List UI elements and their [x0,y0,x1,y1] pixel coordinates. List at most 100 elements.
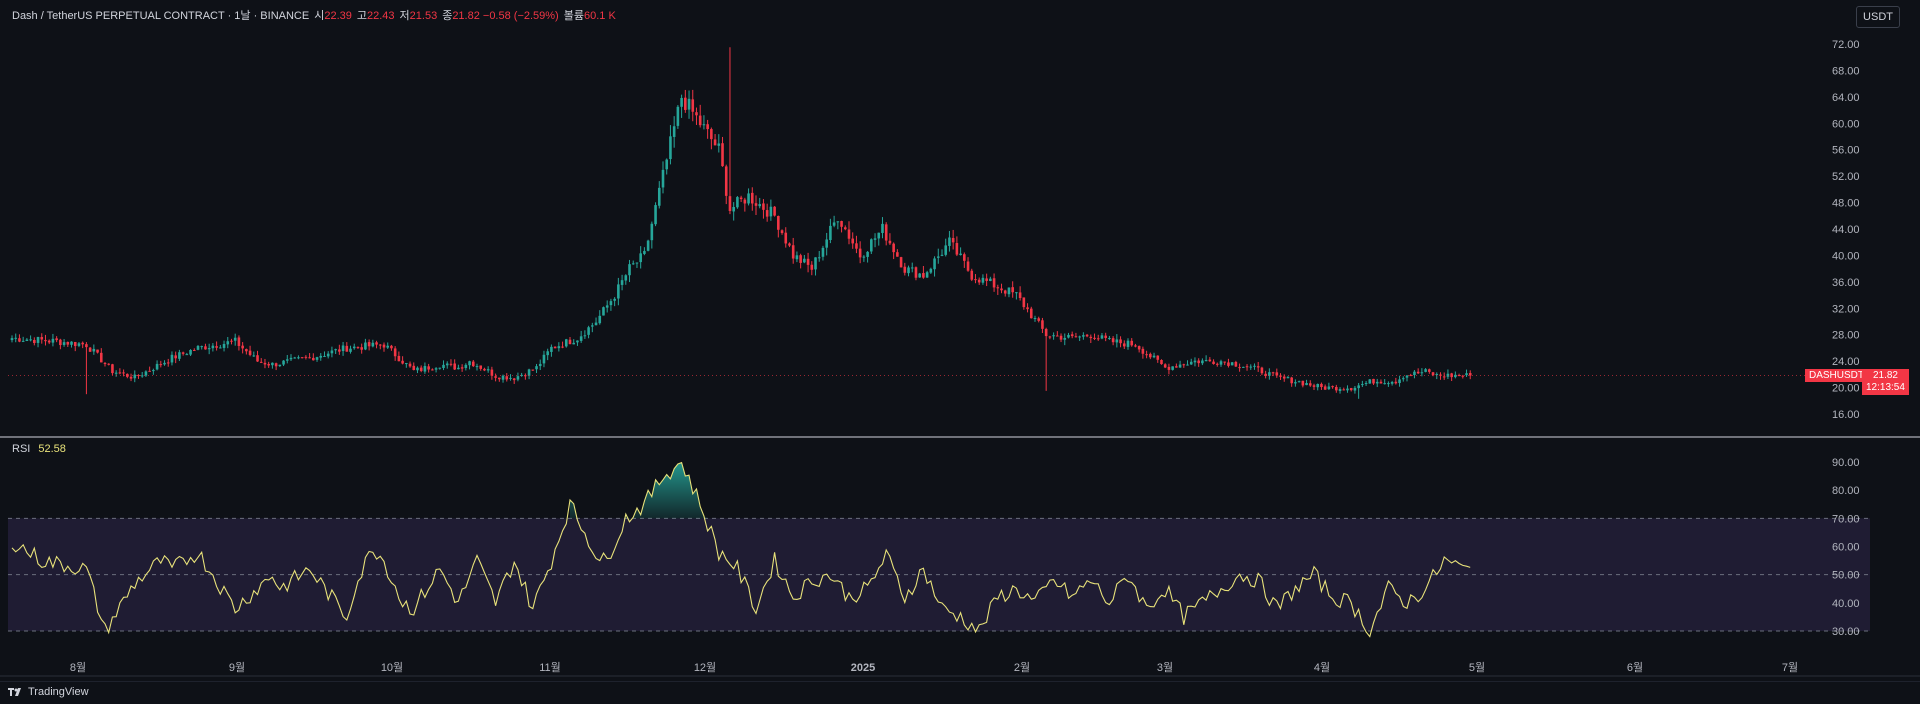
candle-body [66,341,70,345]
candle-body [1390,382,1394,384]
candle-body [1186,364,1189,366]
time-tick-label: 9월 [229,661,245,674]
candle-body [226,341,230,345]
candle-body [702,124,706,126]
rsi-tick-label: 40.00 [1832,598,1860,610]
candle-body [215,346,218,348]
time-tick-label: 2025 [851,662,875,674]
candle-body [966,261,970,271]
candle-body [73,341,77,347]
candle-body [501,375,505,380]
candle-body [1182,364,1186,366]
candle-body [665,159,669,170]
candle-body [408,363,412,367]
rsi-band [8,517,1870,632]
candle-body [1446,373,1450,377]
candle-body [1100,335,1104,339]
candle-body [672,126,676,137]
candle-body [940,254,944,256]
candle-body [419,367,423,371]
candle-body [803,258,806,263]
candle-body [241,345,244,349]
time-tick-label: 11월 [539,661,561,674]
candle-body [687,98,691,110]
candle-body [47,340,51,343]
candle-body [959,253,962,256]
candle-body [992,278,996,288]
candle-body [129,376,133,379]
candle-body [1431,372,1435,376]
currency-button[interactable]: USDT [1856,6,1900,28]
price-tick-label: 28.00 [1832,330,1860,342]
candle-body [579,336,583,341]
candle-body [1238,367,1241,369]
candle-body [825,239,828,248]
candle-body [981,277,985,283]
candle-body [1000,288,1003,291]
candle-body [77,343,81,346]
candle-body [1115,339,1119,343]
candle-body [1256,366,1260,368]
candle-body [490,369,494,376]
candle-body [1029,308,1033,319]
candle-body [304,356,308,358]
candle-body [706,124,709,130]
candle-body [1301,380,1305,386]
candle-body [1130,340,1134,346]
candle-body [810,264,814,270]
candle-body [814,257,817,270]
candle-body [51,338,55,343]
candle-body [918,273,921,278]
candle-body [1286,377,1290,379]
candle-body [1223,361,1227,363]
candle-body [96,349,99,353]
candle-body [899,257,903,268]
candle-body [1145,354,1148,356]
candle-body [1372,378,1375,384]
candle-body [910,267,914,269]
candle-body [1104,335,1107,338]
tradingview-brand[interactable]: TradingView [8,686,89,698]
candle-body [479,365,483,369]
candle-body [1305,383,1308,386]
candle-body [524,375,527,377]
candle-body [538,363,542,367]
candle-body [486,369,490,371]
candle-body [1197,360,1200,364]
candle-body [791,245,795,259]
gridlines [0,436,1920,677]
candle-body [884,224,888,241]
axes: 16.00 20.00 24.00 28.00 32.00 36.00 40.00 44.00… [70,39,1860,674]
candle-body [103,363,107,365]
candle-body [1290,377,1293,384]
price-tick-label: 52.00 [1832,171,1860,183]
price-tick-label: 56.00 [1832,145,1860,157]
candle-body [449,363,453,365]
candle-body [1253,365,1256,367]
candle-body [1108,337,1111,339]
price-tick-label: 36.00 [1832,277,1860,289]
candle-body [412,365,416,371]
candle-body [1346,388,1349,391]
candle-body [1022,297,1026,308]
candle-body [840,221,843,227]
candle-body [1074,336,1078,338]
candle-body [903,266,907,273]
candle-body [274,363,278,367]
candle-body [1335,386,1338,391]
candle-body [196,345,200,350]
candle-body [1264,373,1267,376]
candle-body [643,250,646,254]
candle-body [1413,371,1416,376]
candle-body [453,363,456,370]
candle-body [896,252,899,257]
candle-body [471,361,475,367]
candle-body [743,199,747,204]
candle-body [360,347,363,350]
rsi-tick-label: 50.00 [1832,570,1860,582]
candle-body [866,251,869,257]
candle-body [1401,378,1405,380]
candle-body [300,357,304,359]
candle-body [338,349,341,352]
